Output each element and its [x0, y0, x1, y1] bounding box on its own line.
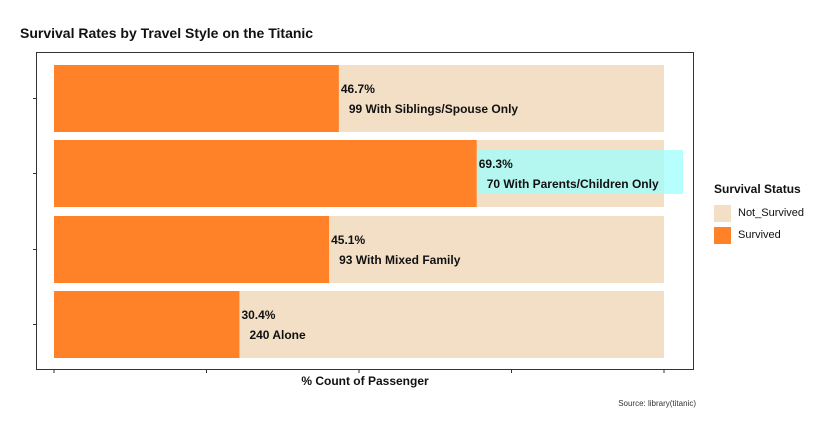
- data-label-percent-1: 69.3%: [479, 157, 513, 171]
- bar-survived-3: [54, 291, 240, 358]
- bar-survived-1: [54, 140, 477, 207]
- data-label-category-0: 99 With Siblings/Spouse Only: [349, 102, 519, 116]
- bar-not-survived-2: [329, 216, 664, 283]
- legend-item-not-survived: Not_Survived: [714, 202, 804, 224]
- legend: Survival Status Not_Survived Survived: [714, 182, 804, 246]
- bar-not-survived-3: [239, 291, 664, 358]
- data-label-percent-2: 45.1%: [331, 233, 365, 247]
- x-axis-label: % Count of Passenger: [301, 374, 429, 388]
- data-label-category-2: 93 With Mixed Family: [339, 253, 461, 267]
- data-label-percent-0: 46.7%: [341, 82, 375, 96]
- legend-label-not-survived: Not_Survived: [738, 207, 805, 219]
- source-caption: Source: library(titanic): [618, 399, 696, 408]
- data-label-category-3: 240 Alone: [249, 328, 306, 342]
- bar-survived-0: [54, 65, 339, 132]
- legend-swatch-not-survived: [714, 204, 731, 222]
- bar-survived-2: [54, 216, 330, 283]
- legend-item-survived: Survived: [714, 224, 804, 246]
- data-label-category-1: 70 With Parents/Children Only: [487, 177, 659, 191]
- chart-title: Survival Rates by Travel Style on the Ti…: [20, 25, 314, 41]
- legend-label-survived: Survived: [738, 229, 781, 241]
- legend-swatch-survived: [714, 226, 731, 244]
- data-label-percent-3: 30.4%: [241, 308, 275, 322]
- legend-title: Survival Status: [714, 182, 801, 196]
- bar-not-survived-0: [338, 65, 664, 132]
- highlight-box-1: [477, 150, 683, 194]
